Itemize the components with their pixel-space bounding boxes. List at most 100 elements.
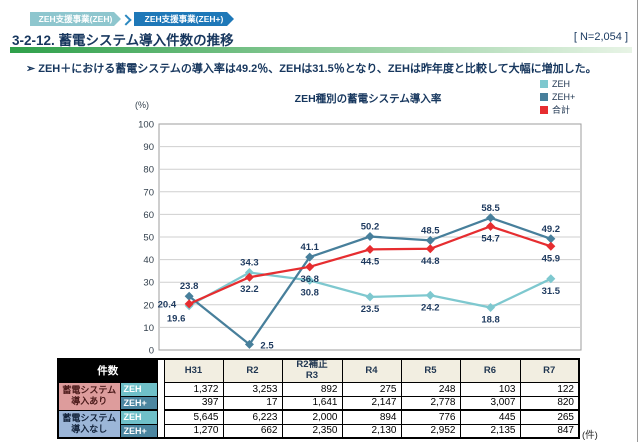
series-line-合計 [188, 225, 552, 305]
series-line-ZEH [188, 271, 552, 309]
y-axis-unit-label: (%) [135, 100, 149, 110]
table-col-header: R5 [400, 358, 461, 383]
table-cell: 6,223 [222, 409, 283, 425]
table-cell: 2,135 [459, 423, 521, 439]
chart-legend: ZEH ZEH+ 合計 [540, 77, 575, 116]
data-point-label: 50.2 [361, 222, 380, 233]
data-point-marker [425, 244, 435, 254]
data-point-marker [486, 303, 496, 313]
data-point-marker [365, 244, 375, 254]
data-point-label: 41.1 [300, 242, 319, 253]
chevron-right-icon [120, 13, 132, 26]
y-tick-label: 10 [143, 323, 154, 334]
data-point-label: 32.2 [240, 284, 259, 295]
y-tick-label: 100 [138, 120, 154, 131]
legend-item-ZEH: ZEH [540, 77, 575, 90]
table-sub-label: ZEH [119, 381, 158, 397]
data-point-label: 18.8 [481, 315, 500, 326]
table-row-group-label: 蓄電システム 導入なし [57, 409, 121, 439]
table-cell: 892 [281, 381, 343, 397]
table-cell: 662 [222, 423, 283, 439]
table-cell: 17 [222, 395, 283, 411]
y-tick-label: 60 [143, 210, 154, 221]
y-tick-label: 70 [143, 187, 154, 198]
table-cell: 397 [163, 395, 224, 411]
data-point-marker [184, 301, 194, 311]
plot-area [158, 123, 582, 351]
table-corner-label: 件数 [57, 358, 158, 383]
data-point-label: 54.7 [481, 233, 500, 244]
table-cell: 3,253 [222, 381, 283, 397]
table-cell: 2,350 [281, 423, 343, 439]
table-col-header: R2 [222, 358, 283, 383]
table-cell: 2,952 [400, 423, 461, 439]
title-divider-bar [10, 47, 632, 53]
data-point-marker [486, 213, 496, 223]
table-unit-note: (件) [582, 430, 598, 441]
legend-label: ZEH+ [552, 91, 576, 102]
table-col-header: R6 [459, 358, 521, 383]
data-point-marker [546, 241, 556, 251]
legend-swatch-icon [540, 105, 548, 114]
table-cell: 2,778 [400, 395, 461, 411]
table-sub-label: ZEH+ [119, 395, 158, 411]
data-point-label: 58.5 [481, 203, 500, 214]
legend-swatch-icon [540, 92, 548, 101]
breadcrumb-zeh[interactable]: ZEH支援事業(ZEH) [30, 12, 121, 26]
legend-label: 合計 [552, 105, 571, 115]
y-tick-label: 30 [143, 278, 154, 289]
chart-title: ZEH種別の蓄電システム導入率 [294, 93, 442, 105]
data-point-label: 45.9 [542, 253, 561, 264]
data-point-marker [546, 274, 556, 284]
table-col-header: H31 [163, 358, 224, 383]
table-cell: 1,270 [163, 423, 224, 439]
table-cell: 122 [519, 381, 580, 397]
page-title: 3-2-12. 蓄電システム導入件数の推移 [12, 33, 234, 48]
data-point-marker [365, 232, 375, 242]
y-tick-label: 50 [143, 233, 154, 244]
data-point-marker [244, 339, 254, 349]
table-sub-label: ZEH+ [119, 423, 158, 439]
y-tick-label: 0 [149, 346, 154, 357]
data-point-label: 34.3 [240, 257, 259, 268]
table-col-header: R2補正 R3 [281, 358, 343, 383]
table-cell: 1,372 [163, 381, 224, 397]
data-point-label: 49.2 [542, 224, 561, 235]
data-point-label: 36.8 [300, 274, 319, 285]
data-point-label: 44.8 [421, 256, 440, 267]
y-tick-label: 80 [143, 165, 154, 176]
data-point-marker [305, 275, 315, 285]
data-point-label: 2.5 [260, 340, 274, 351]
breadcrumb-zeh-plus[interactable]: ZEH支援事業(ZEH+) [134, 12, 234, 26]
trend-line-chart: 0 10 20 30 40 50 60 70 80 90 100 19.6 34.3 30.8 23.5 24… [138, 120, 582, 357]
counts-table: 件数 H31 R2 R2補正 R3 R4 R5 R6 R7 蓄電システム 導入あり ZEH 1,37… [57, 358, 580, 439]
data-point-marker [546, 234, 556, 244]
sample-size-badge: [ N=2,054 ] [573, 31, 628, 43]
table-cell: 776 [400, 409, 461, 425]
legend-swatch-icon [540, 79, 548, 88]
arrow-bullet-icon: ➢ [26, 63, 36, 75]
table-cell: 265 [519, 409, 580, 425]
table-col-header: R7 [519, 358, 580, 383]
data-point-label: 31.5 [542, 286, 561, 297]
table-cell: 2,147 [341, 395, 402, 411]
data-point-label: 19.6 [167, 314, 186, 325]
table-cell: 2,000 [281, 409, 343, 425]
summary-text: ➢ ZEH＋における蓄電システムの導入率は49.2％、ZEHは31.5％となり、Z… [26, 60, 606, 76]
table-cell: 894 [341, 409, 402, 425]
y-tick-label: 90 [143, 142, 154, 153]
data-point-marker [425, 290, 435, 300]
table-row-group-label: 蓄電システム 導入あり [57, 381, 121, 411]
y-tick-label: 40 [143, 255, 154, 266]
table-cell: 103 [459, 381, 521, 397]
data-point-marker [305, 252, 315, 262]
table-cell: 275 [341, 381, 402, 397]
summary-sentence: ZEH＋における蓄電システムの導入率は49.2％、ZEHは31.5％となり、ZE… [38, 63, 597, 75]
data-point-label: 20.4 [158, 299, 177, 310]
table-gap-column [156, 359, 165, 438]
table-cell: 248 [400, 381, 461, 397]
legend-item-合計: 合計 [540, 103, 575, 116]
data-point-marker [365, 292, 375, 302]
legend-label: ZEH [552, 78, 570, 89]
